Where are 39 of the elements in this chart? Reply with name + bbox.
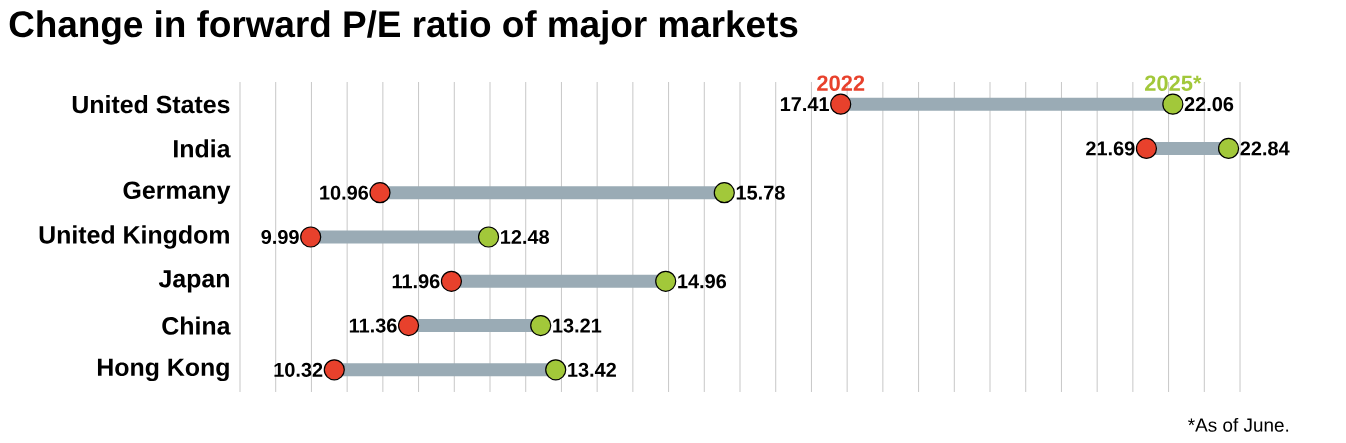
- y-tick-label: Japan: [158, 270, 229, 293]
- y-tick-label: Hong Kong: [97, 358, 229, 382]
- point: [369, 182, 391, 204]
- y-tick-label: United States: [72, 95, 230, 114]
- point: [440, 270, 463, 292]
- point: [397, 314, 420, 337]
- data-label: 10.32: [274, 362, 323, 377]
- point: [300, 226, 322, 248]
- point: [545, 359, 567, 381]
- point: [477, 226, 500, 248]
- data-label: 12.48: [501, 229, 550, 245]
- data-label: 22.84: [1240, 141, 1290, 156]
- data-label: 22.06: [1184, 97, 1234, 112]
- y-tick-label: India: [174, 139, 231, 158]
- y-tick-label: China: [162, 316, 231, 335]
- point: [1217, 137, 1240, 160]
- data-label: 11.36: [349, 318, 397, 333]
- data-label: 13.21: [553, 318, 602, 333]
- y-tick-label: United Kingdom: [39, 225, 229, 249]
- series-label: 2025*: [1144, 75, 1202, 91]
- data-label: 15.78: [736, 185, 785, 200]
- y-tick-label: Germany: [123, 181, 231, 204]
- point: [1162, 93, 1184, 115]
- data-label: 10.96: [320, 185, 369, 200]
- point: [655, 270, 677, 292]
- point: [1135, 137, 1158, 160]
- data-label: 21.69: [1086, 141, 1135, 156]
- data-label: 9.99: [261, 229, 299, 245]
- point: [713, 182, 735, 204]
- data-label: 11.96: [392, 274, 440, 289]
- point: [530, 314, 552, 337]
- point: [323, 359, 345, 381]
- chart-title: Change in forward P/E ratio of major markets: [9, 10, 798, 45]
- series-label: 2022: [817, 75, 865, 91]
- data-label: 13.42: [568, 362, 616, 377]
- data-label: 17.41: [780, 97, 829, 111]
- text: *As of June.: [1188, 417, 1289, 432]
- data-label: 14.96: [678, 274, 727, 289]
- point: [830, 93, 852, 115]
